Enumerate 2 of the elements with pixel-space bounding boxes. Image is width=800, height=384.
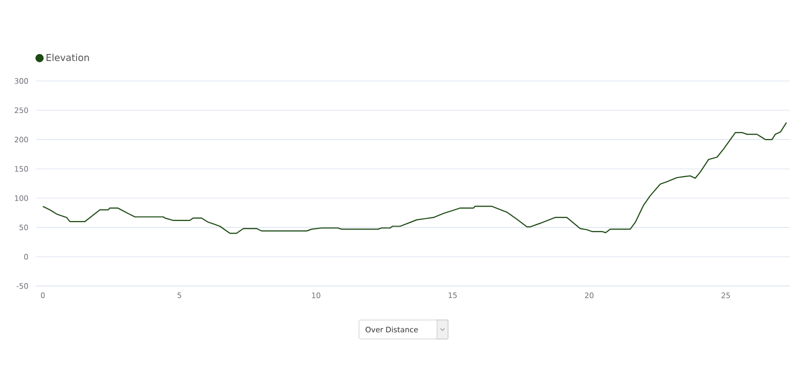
line-series [42, 122, 788, 234]
legend-label: Elevation [46, 54, 89, 62]
